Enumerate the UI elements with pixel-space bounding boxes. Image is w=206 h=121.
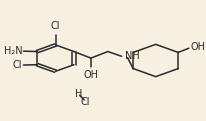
Text: Cl: Cl	[80, 97, 89, 107]
Text: OH: OH	[190, 42, 204, 52]
Text: Cl: Cl	[13, 60, 22, 70]
Text: Cl: Cl	[51, 21, 60, 31]
Text: OH: OH	[83, 70, 98, 80]
Text: H: H	[75, 89, 82, 99]
Text: NH: NH	[124, 51, 139, 61]
Text: H₂N: H₂N	[4, 46, 22, 56]
